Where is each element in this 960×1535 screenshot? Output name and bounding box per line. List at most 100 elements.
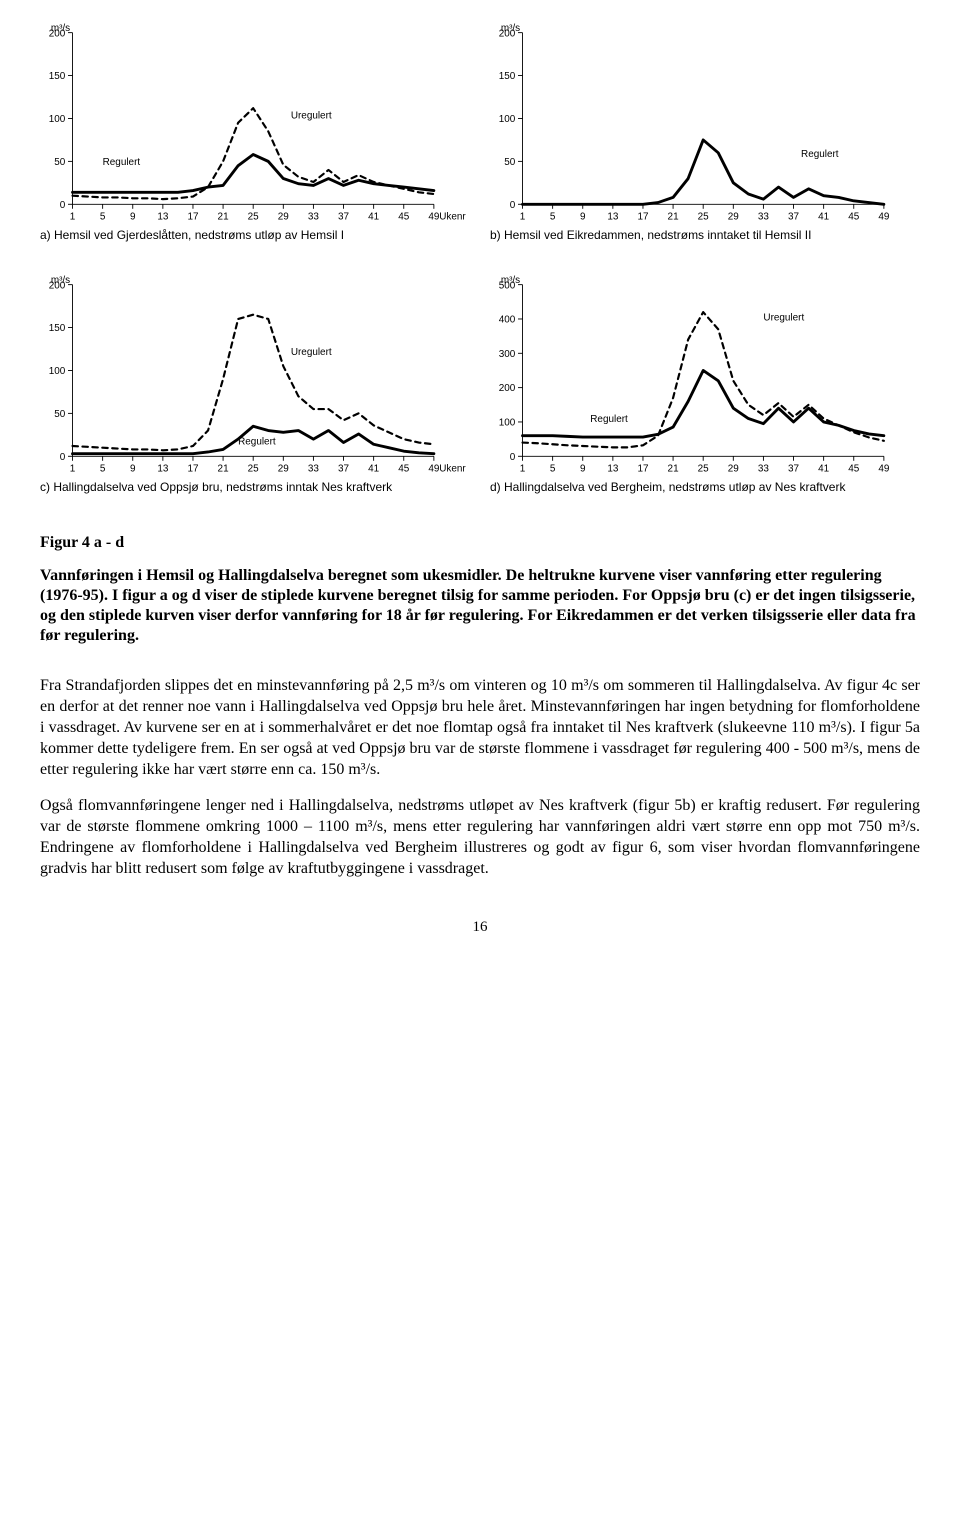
svg-text:200: 200 xyxy=(499,383,516,394)
svg-text:45: 45 xyxy=(398,464,410,475)
body-paragraph-1: Fra Strandafjorden slippes det en minste… xyxy=(40,676,920,780)
chart-c-svg: 05010015020015913172125293337414549m³/sU… xyxy=(40,272,470,476)
svg-text:100: 100 xyxy=(499,114,516,125)
svg-text:150: 150 xyxy=(49,323,66,334)
svg-text:33: 33 xyxy=(758,464,770,475)
svg-text:41: 41 xyxy=(368,464,380,475)
svg-text:13: 13 xyxy=(157,212,169,223)
svg-text:0: 0 xyxy=(510,452,516,463)
svg-text:Uregulert: Uregulert xyxy=(763,313,804,324)
svg-text:400: 400 xyxy=(499,315,516,326)
svg-text:100: 100 xyxy=(49,366,66,377)
svg-text:50: 50 xyxy=(504,157,516,168)
svg-text:17: 17 xyxy=(187,464,199,475)
svg-text:45: 45 xyxy=(848,464,860,475)
svg-text:21: 21 xyxy=(218,212,230,223)
chart-b-svg: 05010015020015913172125293337414549m³/sR… xyxy=(490,20,920,224)
svg-text:150: 150 xyxy=(49,71,66,82)
svg-text:13: 13 xyxy=(607,464,619,475)
chart-d-svg: 010020030040050015913172125293337414549m… xyxy=(490,272,920,476)
svg-text:17: 17 xyxy=(637,212,649,223)
svg-text:33: 33 xyxy=(308,212,320,223)
svg-text:Regulert: Regulert xyxy=(801,149,839,160)
svg-text:17: 17 xyxy=(187,212,199,223)
svg-text:0: 0 xyxy=(60,200,66,211)
svg-text:29: 29 xyxy=(728,212,740,223)
svg-text:33: 33 xyxy=(308,464,320,475)
svg-text:m³/s: m³/s xyxy=(51,23,70,34)
svg-text:41: 41 xyxy=(368,212,380,223)
svg-text:m³/s: m³/s xyxy=(501,23,520,34)
chart-d-caption: d) Hallingdalselva ved Bergheim, nedstrø… xyxy=(490,480,920,494)
chart-c: 05010015020015913172125293337414549m³/sU… xyxy=(40,272,470,494)
svg-text:37: 37 xyxy=(788,212,800,223)
svg-text:1: 1 xyxy=(520,464,526,475)
svg-text:41: 41 xyxy=(818,464,830,475)
svg-text:9: 9 xyxy=(130,212,136,223)
svg-text:37: 37 xyxy=(338,212,350,223)
svg-text:25: 25 xyxy=(698,464,710,475)
svg-text:300: 300 xyxy=(499,349,516,360)
page-number: 16 xyxy=(40,919,920,936)
svg-text:5: 5 xyxy=(100,464,106,475)
charts-grid: 05010015020015913172125293337414549m³/sU… xyxy=(40,20,920,494)
svg-text:5: 5 xyxy=(550,464,556,475)
svg-text:17: 17 xyxy=(637,464,649,475)
svg-text:9: 9 xyxy=(130,464,136,475)
svg-text:49: 49 xyxy=(878,464,890,475)
svg-text:m³/s: m³/s xyxy=(51,275,70,286)
svg-text:100: 100 xyxy=(499,418,516,429)
svg-text:m³/s: m³/s xyxy=(501,275,520,286)
svg-text:50: 50 xyxy=(54,409,66,420)
figure-title: Figur 4 a - d xyxy=(40,534,920,552)
svg-text:49: 49 xyxy=(428,212,440,223)
chart-a-svg: 05010015020015913172125293337414549m³/sU… xyxy=(40,20,470,224)
chart-c-caption: c) Hallingdalselva ved Oppsjø bru, nedst… xyxy=(40,480,470,494)
svg-text:Ukenr: Ukenr xyxy=(439,464,466,475)
chart-b-caption: b) Hemsil ved Eikredammen, nedstrøms inn… xyxy=(490,228,920,242)
svg-text:1: 1 xyxy=(70,464,76,475)
svg-text:5: 5 xyxy=(550,212,556,223)
svg-text:37: 37 xyxy=(788,464,800,475)
svg-text:50: 50 xyxy=(54,157,66,168)
svg-text:Regulert: Regulert xyxy=(590,414,628,425)
svg-text:29: 29 xyxy=(278,212,290,223)
svg-text:Regulert: Regulert xyxy=(103,157,141,168)
svg-text:9: 9 xyxy=(580,212,586,223)
svg-text:1: 1 xyxy=(70,212,76,223)
svg-text:41: 41 xyxy=(818,212,830,223)
body-paragraph-2: Også flomvannføringene lenger ned i Hall… xyxy=(40,796,920,879)
svg-text:Regulert: Regulert xyxy=(238,436,276,447)
svg-text:37: 37 xyxy=(338,464,350,475)
chart-a-caption: a) Hemsil ved Gjerdeslåtten, nedstrøms u… xyxy=(40,228,470,242)
chart-a: 05010015020015913172125293337414549m³/sU… xyxy=(40,20,470,242)
chart-b: 05010015020015913172125293337414549m³/sR… xyxy=(490,20,920,242)
svg-text:Ukenr: Ukenr xyxy=(439,212,466,223)
svg-text:1: 1 xyxy=(520,212,526,223)
chart-d: 010020030040050015913172125293337414549m… xyxy=(490,272,920,494)
svg-text:21: 21 xyxy=(668,212,680,223)
svg-text:49: 49 xyxy=(428,464,440,475)
svg-text:25: 25 xyxy=(248,212,260,223)
svg-text:13: 13 xyxy=(157,464,169,475)
svg-text:33: 33 xyxy=(758,212,770,223)
svg-text:100: 100 xyxy=(49,114,66,125)
svg-text:Uregulert: Uregulert xyxy=(291,110,332,121)
svg-text:5: 5 xyxy=(100,212,106,223)
svg-text:150: 150 xyxy=(499,71,516,82)
svg-text:0: 0 xyxy=(60,452,66,463)
svg-text:45: 45 xyxy=(848,212,860,223)
figure-description: Vannføringen i Hemsil og Hallingdalselva… xyxy=(40,566,920,646)
svg-text:25: 25 xyxy=(698,212,710,223)
svg-text:Uregulert: Uregulert xyxy=(291,347,332,358)
svg-text:13: 13 xyxy=(607,212,619,223)
svg-text:49: 49 xyxy=(878,212,890,223)
svg-text:25: 25 xyxy=(248,464,260,475)
svg-text:0: 0 xyxy=(510,200,516,211)
svg-text:45: 45 xyxy=(398,212,410,223)
svg-text:29: 29 xyxy=(728,464,740,475)
svg-text:9: 9 xyxy=(580,464,586,475)
svg-text:29: 29 xyxy=(278,464,290,475)
svg-text:21: 21 xyxy=(668,464,680,475)
svg-text:21: 21 xyxy=(218,464,230,475)
